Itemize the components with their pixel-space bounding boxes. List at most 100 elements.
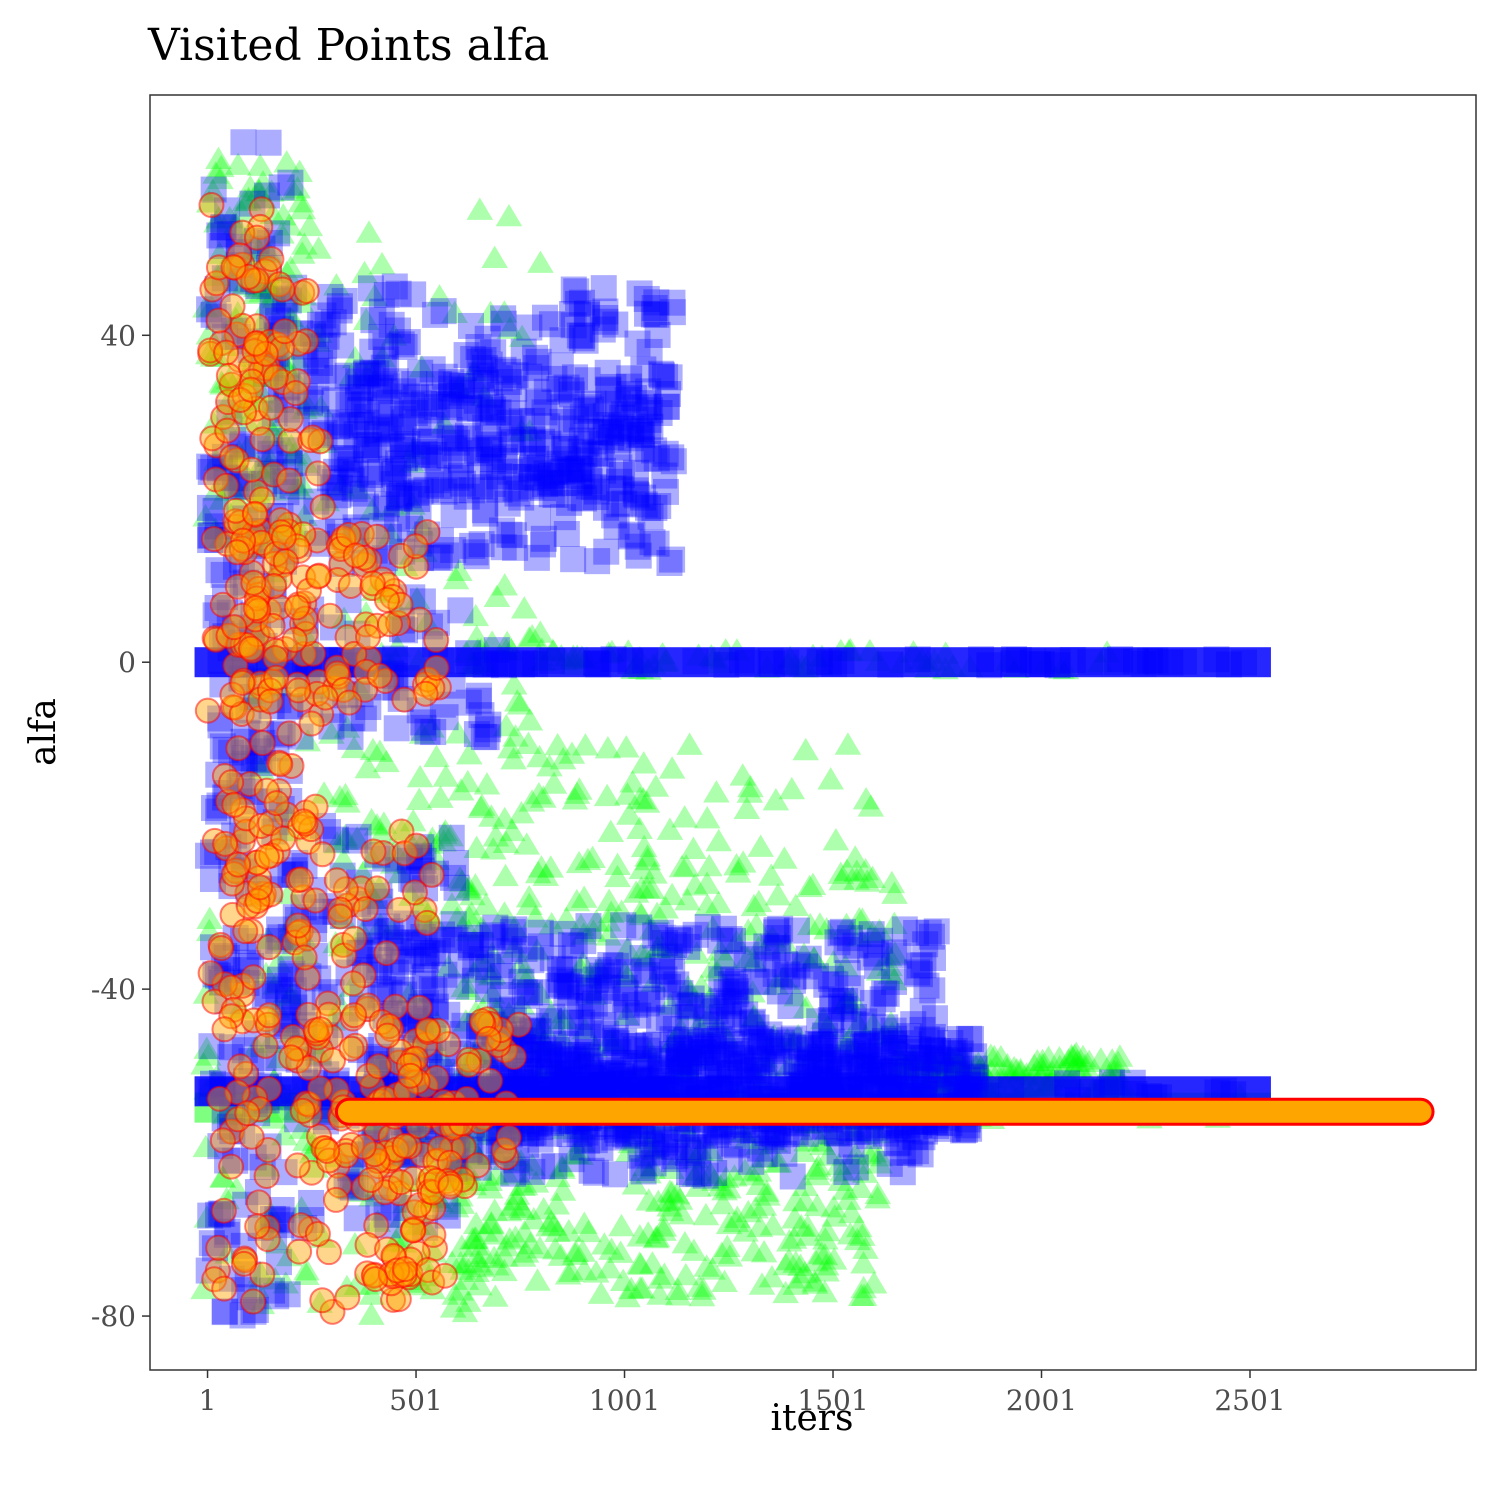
blue-square-point [758,650,785,677]
blue-square-point [217,1044,244,1071]
green-triangle-point [280,178,307,202]
blue-square-point [449,470,476,497]
green-triangle-point [445,373,473,397]
blue-square-point [462,539,489,566]
blue-square-point [1054,1070,1081,1097]
green-triangle-point [366,739,394,762]
green-triangle-point [261,1266,289,1290]
orange-circle-point [309,1287,336,1314]
orange-circle-point [240,569,267,596]
blue-square-point [644,321,671,348]
green-triangle-point [814,1014,841,1038]
green-triangle-point [330,847,357,870]
green-triangle-point [608,899,635,922]
green-triangle-point [262,972,289,995]
green-triangle-point [921,1052,948,1075]
green-triangle-point [684,1158,712,1181]
orange-circle-point [282,380,309,407]
blue-square-point [722,973,749,1000]
blue-square-point [910,952,937,979]
green-triangle-point [476,1168,503,1191]
green-triangle-point [482,1163,510,1186]
green-triangle-point [885,1042,912,1065]
blue-square-point [529,428,556,455]
green-triangle-point [825,1152,853,1176]
blue-square-point [641,295,668,322]
blue-square-point [418,411,445,438]
green-triangle-point [586,956,614,980]
green-triangle-point [258,179,285,202]
orange-circle-point [272,548,299,575]
green-triangle-point [406,764,434,788]
green-triangle-point [845,1011,872,1035]
green-triangle-point [789,1139,817,1163]
x-tick-label: 2501 [1214,1384,1285,1417]
blue-square-point [614,386,641,413]
green-triangle-point [447,1183,474,1207]
green-triangle-point [364,1209,392,1232]
blue-square-point [667,1029,694,1056]
green-triangle-point [611,960,639,983]
green-triangle-point [788,1213,815,1237]
green-triangle-point [198,294,225,317]
green-triangle-point [269,203,297,226]
green-triangle-point [358,1282,385,1305]
green-triangle-point [502,1225,529,1248]
blue-square-point [447,597,474,624]
blue-square-point [344,387,371,414]
green-triangle-point [242,1034,270,1058]
orange-circle-point [263,790,290,817]
y-tick-label: 40 [100,319,136,352]
green-triangle-point [859,920,886,943]
green-triangle-point [377,522,405,545]
green-triangle-point [508,992,536,1015]
blue-square-point [918,1027,945,1054]
blue-square-point [324,413,351,440]
blue-square-point [255,129,282,156]
green-triangle-point [443,906,471,929]
blue-square-point [230,129,257,156]
orange-circle-point [245,1189,272,1216]
green-triangle-point [513,832,541,855]
green-triangle-point [509,1197,536,1221]
green-triangle-point [644,936,671,959]
green-triangle-point [1024,1048,1051,1072]
blue-square-point [716,926,743,953]
blue-square-point [546,376,573,403]
green-triangle-point [460,960,487,983]
green-triangle-point [463,835,490,858]
green-triangle-point [608,1213,635,1237]
green-triangle-point [668,854,696,878]
green-triangle-point [569,950,597,973]
blue-square-point [1215,651,1242,678]
blue-square-point [430,298,457,325]
blue-square-point [234,949,261,976]
blue-square-point [918,923,945,950]
blue-square-point [372,495,399,522]
blue-square-point [655,381,682,408]
green-triangle-point [255,444,283,467]
blue-square-point [600,475,627,502]
green-triangle-point [480,837,507,860]
blue-square-point [634,300,661,327]
green-triangle-point [594,736,622,759]
orange-circle-point [307,1016,334,1043]
green-triangle-point [634,844,661,867]
orange-circle-point [322,1186,349,1213]
blue-square-point [753,933,780,960]
green-triangle-point [522,905,549,928]
green-triangle-point [859,1012,887,1035]
green-triangle-point [878,870,906,894]
green-triangle-point [745,1172,773,1195]
orange-circle-point [397,1062,424,1089]
green-triangle-point [1029,1053,1056,1076]
green-triangle-point [595,923,622,946]
orange-circle-point [293,277,320,304]
blue-square-point [502,534,529,561]
orange-circle-point [314,1137,341,1164]
green-triangle-point [819,1123,846,1146]
green-triangle-point [709,1191,737,1215]
green-triangle-point [961,1053,989,1076]
blue-square-point [636,1045,663,1072]
green-triangle-point [280,308,307,331]
